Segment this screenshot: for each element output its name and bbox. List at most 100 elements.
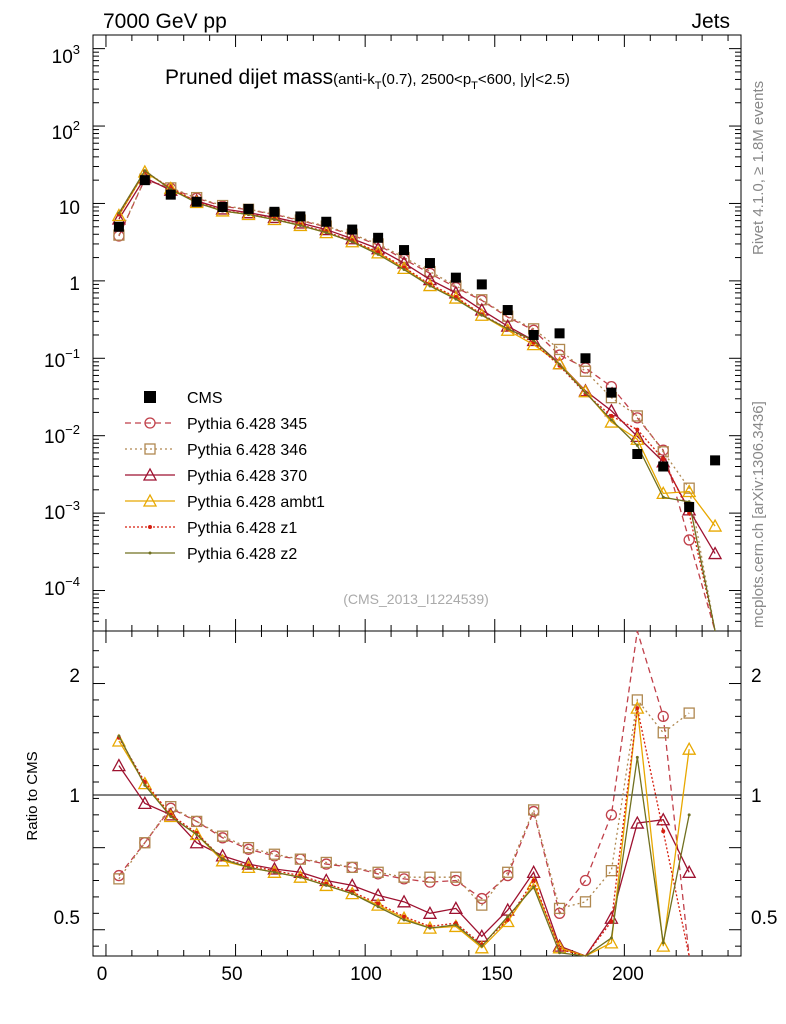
x-tick-50: 50 [221, 964, 242, 985]
cms-data-point [243, 203, 254, 214]
ratio-tick-1: 1 [69, 786, 80, 807]
analysis-label: (CMS_2013_I1224539) [343, 591, 489, 607]
ratio-point [532, 885, 536, 889]
ratio-point [272, 870, 276, 874]
main-point [707, 518, 723, 532]
cms-data-point [424, 258, 435, 269]
main-point [143, 169, 147, 173]
legend-label: Pythia 6.428 345 [187, 416, 307, 433]
ratio-line-2 [118, 765, 690, 957]
ratio-point [189, 835, 204, 849]
ratio-point [242, 842, 255, 854]
main-point [267, 210, 282, 224]
ratio-point [137, 795, 152, 809]
ratio-point [657, 727, 669, 739]
x-tick-labels: 0 50 100 150 200 [97, 964, 644, 985]
ratio-point [579, 896, 592, 908]
ratio-point [267, 861, 282, 875]
cms-data-point [502, 305, 513, 316]
ratio-point [661, 941, 665, 945]
ratio-point [350, 892, 354, 896]
main-point [272, 218, 276, 222]
legend-label: Pythia 6.428 346 [187, 442, 307, 459]
ratio-y-label: Ratio to CMS [24, 751, 41, 840]
main-point [298, 223, 302, 227]
ratio-point [687, 813, 691, 817]
ratio-point [424, 871, 436, 883]
ratio-tick-0.5: 0.5 [54, 908, 80, 929]
main-point [661, 495, 665, 499]
ratio-point [111, 758, 127, 772]
main-point [506, 327, 510, 331]
main-point [480, 313, 484, 317]
ratio-point [191, 815, 203, 828]
ratio-point [558, 951, 562, 955]
ratio-tick-right-1: 1 [751, 786, 762, 807]
ratio-point [117, 734, 121, 738]
ratio-point [502, 869, 514, 882]
main-point [293, 215, 308, 229]
ratio-point [163, 809, 178, 823]
y-tick-1e3: 103 [52, 42, 80, 68]
ratio-point [428, 926, 432, 930]
ratio-point [376, 905, 380, 909]
ratio-line-0 [118, 630, 690, 957]
cms-data-point [399, 245, 410, 256]
ratio-point [163, 807, 178, 821]
main-point [319, 222, 334, 236]
plot-title-sub-d: T [471, 80, 478, 92]
ratio-point [422, 905, 438, 919]
ratio-point [113, 873, 125, 885]
main-point [604, 414, 619, 428]
ratio-point [247, 865, 251, 869]
ratio-point [195, 833, 199, 837]
ratio-point [139, 837, 151, 849]
y-tick-1: 1 [69, 274, 80, 295]
main-point [683, 482, 695, 494]
main-point [630, 429, 645, 443]
ratio-point [635, 706, 640, 711]
x-tick-100: 100 [350, 964, 382, 985]
legend: CMS Pythia 6.428 345 Pythia 6.428 346 Pythi… [125, 390, 325, 563]
main-point [474, 307, 489, 321]
side-text-bottom: mcplots.cern.ch [arXiv:1306.3436] [750, 401, 767, 628]
legend-marker [144, 417, 156, 429]
legend-marker [142, 493, 158, 507]
main-point [687, 511, 692, 516]
plot-title-sub-b: T [375, 80, 382, 92]
main-point [609, 413, 614, 418]
cms-data-point [295, 211, 306, 222]
legend-label: CMS [187, 390, 223, 407]
y-tick-1e-2: 10−2 [44, 422, 80, 448]
cms-data-point [632, 449, 643, 460]
ratio-point [656, 938, 671, 952]
cms-data-point [554, 328, 565, 339]
ratio-point [605, 864, 618, 877]
main-plot-frame [92, 34, 742, 632]
main-point [683, 534, 695, 546]
ratio-point [635, 755, 639, 759]
main-point [707, 546, 723, 560]
cms-data-point [684, 501, 695, 512]
main-point [376, 252, 380, 256]
legend-marker [144, 443, 156, 455]
x-tick-200: 200 [612, 964, 644, 985]
ratio-point [298, 875, 302, 879]
cms-data-point [710, 455, 721, 466]
ratio-point [450, 871, 462, 883]
ratio-point [657, 710, 669, 723]
ratio-point [221, 857, 225, 861]
ratio-point [143, 783, 147, 787]
axis-ticks [93, 35, 741, 956]
main-series-layer [111, 164, 723, 632]
ratio-point [448, 919, 463, 933]
ratio-point [683, 707, 695, 719]
main-point [631, 410, 643, 422]
ratio-point [372, 866, 384, 878]
cms-data-point [165, 189, 176, 200]
ratio-point [631, 694, 643, 706]
side-text-top: Rivet 4.1.0, ≥ 1.8M events [750, 81, 767, 255]
y-tick-1e2: 102 [52, 118, 80, 144]
cms-data-point [658, 461, 669, 472]
